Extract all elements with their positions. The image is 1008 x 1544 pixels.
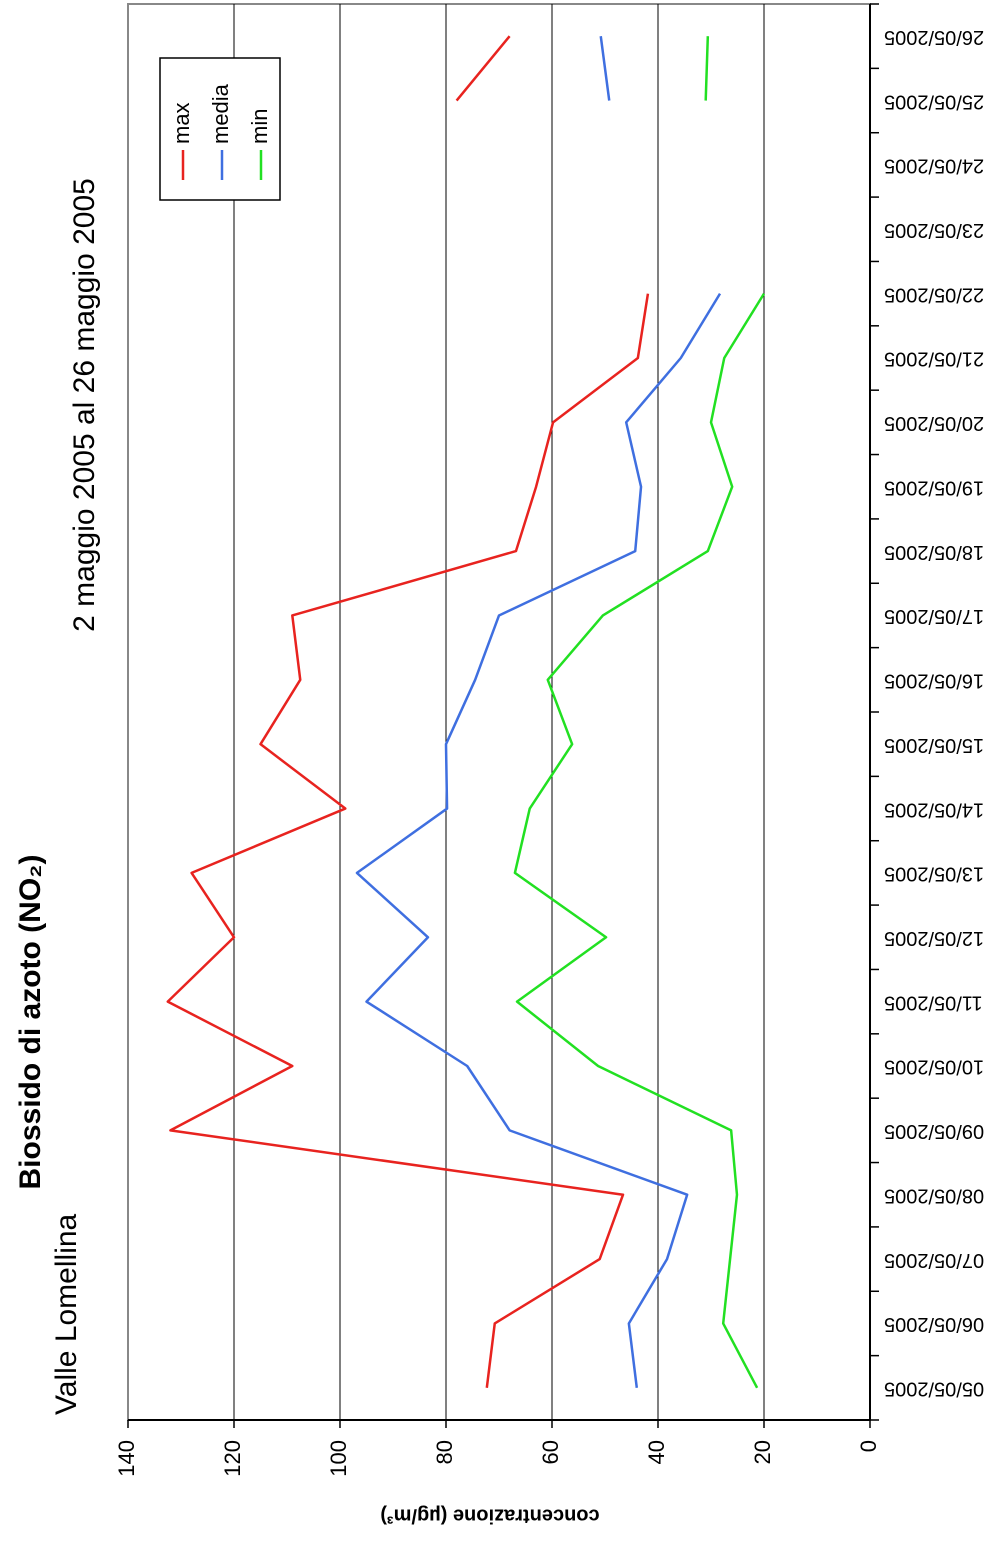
x-tick-label: 21/05/2005: [884, 348, 984, 370]
x-tick-label: 18/05/2005: [884, 541, 984, 563]
series-line: [355, 36, 722, 1388]
annotation: Valle Lomellina: [50, 1213, 83, 1415]
chart-title: Biossido di azoto (NO₂): [14, 855, 47, 1190]
series-line: [166, 35, 650, 1388]
x-tick-label: 11/05/2005: [884, 991, 983, 1013]
y-tick-label: 100: [326, 1440, 351, 1477]
x-tick-label: 13/05/2005: [884, 863, 984, 885]
y-tick-label: 140: [114, 1440, 139, 1477]
y-tick-label: 60: [538, 1440, 563, 1464]
x-tick-label: 19/05/2005: [884, 476, 984, 498]
x-tick-label: 08/05/2005: [884, 1184, 984, 1206]
y-tick-label: 20: [750, 1440, 775, 1464]
series-line: [513, 36, 766, 1389]
legend-label: media: [208, 83, 233, 144]
x-tick-label: 14/05/2005: [884, 798, 984, 820]
x-tick-label: 17/05/2005: [884, 605, 984, 627]
x-tick-label: 05/05/2005: [884, 1378, 984, 1400]
x-tick-label: 23/05/2005: [884, 219, 984, 241]
x-tick-label: 22/05/2005: [884, 283, 984, 305]
x-tick-label: 25/05/2005: [884, 90, 984, 112]
x-tick-label: 15/05/2005: [884, 734, 984, 756]
y-tick-label: 80: [432, 1440, 457, 1464]
y-axis-label: concentrazione (µg/m³): [380, 1505, 599, 1527]
plot-area: [127, 3, 871, 1421]
chart-subtitle: 2 maggio 2005 al 26 maggio 2005: [68, 178, 101, 632]
x-tick-label: 24/05/2005: [884, 155, 984, 177]
x-tick-label: 12/05/2005: [884, 927, 984, 949]
x-tick-label: 07/05/2005: [884, 1249, 984, 1271]
rotated-chart: Biossido di azoto (NO₂) 2 maggio 2005 al…: [14, 3, 984, 1527]
legend-label: max: [169, 102, 194, 144]
x-tick-label: 09/05/2005: [884, 1120, 984, 1142]
y-tick-label: 120: [220, 1440, 245, 1477]
legend-box: [159, 57, 281, 201]
x-tick-label: 10/05/2005: [884, 1056, 984, 1078]
legend-label: min: [247, 109, 272, 144]
y-tick-label: 40: [644, 1440, 669, 1464]
x-tick-label: 16/05/2005: [884, 670, 984, 692]
x-tick-label: 20/05/2005: [884, 412, 984, 434]
x-tick-label: 06/05/2005: [884, 1313, 984, 1335]
y-tick-label: 0: [856, 1440, 881, 1452]
x-tick-label: 26/05/2005: [884, 26, 984, 48]
